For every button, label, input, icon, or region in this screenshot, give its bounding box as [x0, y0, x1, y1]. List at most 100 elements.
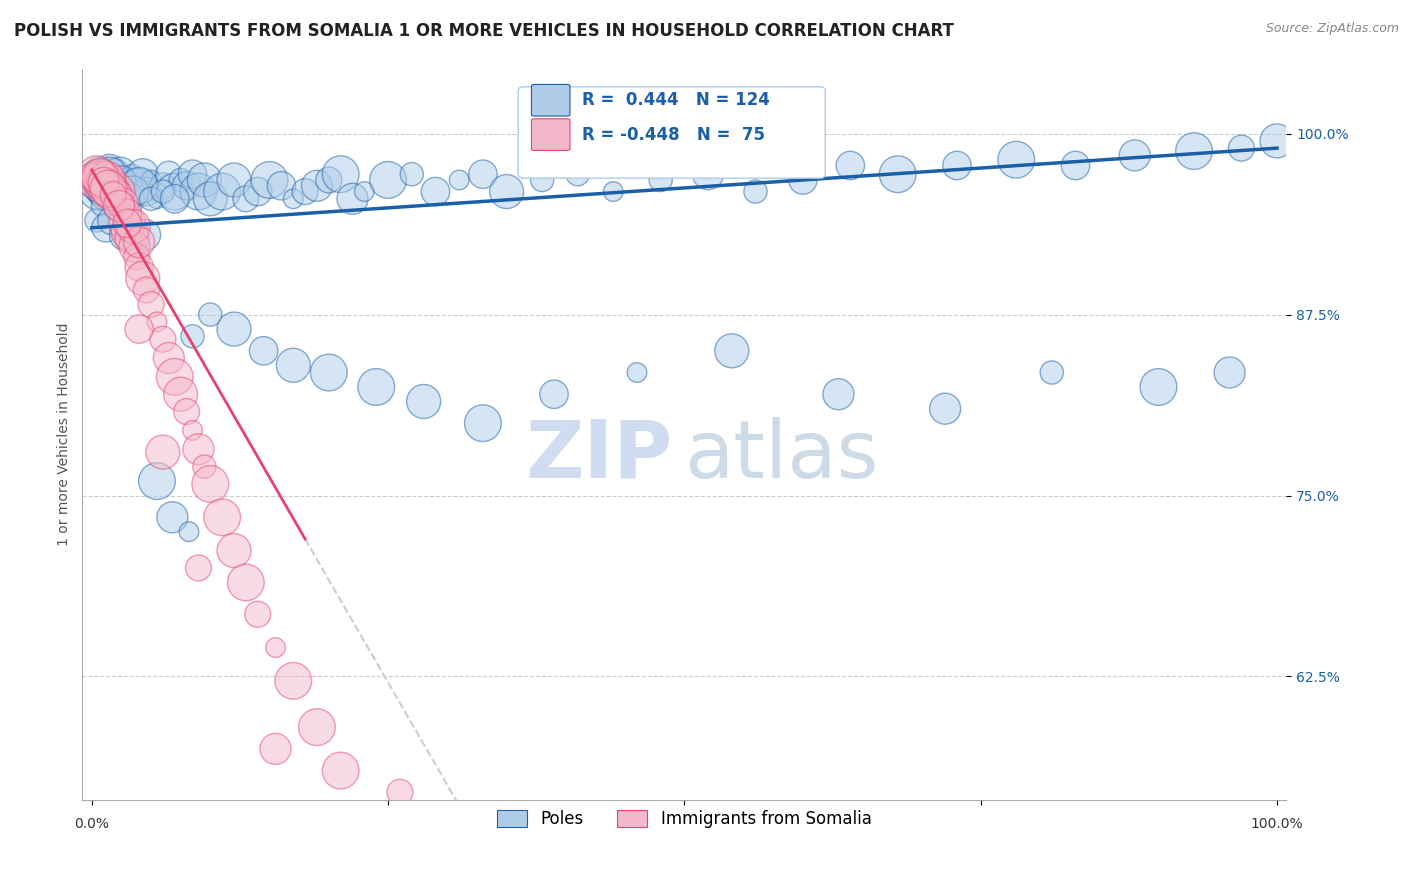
- Point: [543, 387, 565, 401]
- Point: [318, 173, 340, 187]
- Point: [305, 178, 328, 193]
- Point: [157, 167, 180, 181]
- Point: [134, 227, 156, 242]
- Point: [91, 178, 114, 192]
- Point: [193, 459, 215, 474]
- Point: [84, 167, 107, 181]
- Point: [93, 173, 115, 187]
- Point: [946, 159, 969, 173]
- Point: [146, 192, 169, 206]
- FancyBboxPatch shape: [531, 119, 569, 151]
- Point: [886, 167, 908, 181]
- Point: [86, 178, 108, 192]
- Point: [117, 216, 139, 230]
- Point: [89, 167, 111, 181]
- Point: [122, 185, 145, 199]
- Point: [86, 167, 108, 181]
- Point: [283, 673, 305, 688]
- Point: [84, 173, 107, 187]
- Point: [96, 173, 118, 187]
- Point: [425, 185, 447, 199]
- Point: [101, 187, 124, 202]
- Point: [111, 202, 134, 216]
- Point: [94, 173, 117, 187]
- Point: [283, 192, 305, 206]
- Point: [377, 173, 399, 187]
- Point: [86, 173, 108, 187]
- Point: [94, 220, 117, 235]
- Point: [108, 199, 131, 213]
- Point: [283, 358, 305, 372]
- Point: [118, 225, 141, 239]
- Point: [93, 178, 115, 193]
- Point: [152, 178, 174, 193]
- Point: [90, 170, 112, 185]
- Point: [146, 474, 169, 488]
- Point: [720, 343, 742, 358]
- Point: [342, 192, 364, 206]
- Point: [117, 178, 139, 193]
- Point: [117, 206, 139, 220]
- Point: [86, 185, 108, 199]
- Point: [107, 187, 129, 202]
- Point: [107, 199, 129, 213]
- Point: [471, 167, 494, 181]
- Point: [101, 173, 124, 187]
- Point: [181, 424, 204, 438]
- Point: [97, 178, 120, 193]
- Point: [163, 185, 186, 199]
- Point: [111, 185, 134, 199]
- Point: [200, 477, 222, 491]
- Point: [98, 167, 121, 181]
- Point: [211, 185, 233, 199]
- Point: [329, 167, 352, 181]
- Point: [187, 561, 209, 575]
- Point: [792, 173, 814, 187]
- Point: [827, 387, 849, 401]
- Point: [222, 173, 245, 187]
- Point: [1230, 141, 1253, 155]
- Point: [139, 173, 162, 187]
- Point: [91, 185, 114, 199]
- Point: [264, 742, 287, 756]
- Point: [264, 640, 287, 655]
- Point: [91, 173, 114, 187]
- Point: [187, 442, 209, 457]
- Text: R =  0.444   N = 124: R = 0.444 N = 124: [582, 91, 770, 109]
- Point: [401, 167, 423, 181]
- Point: [139, 192, 162, 206]
- Point: [259, 173, 281, 187]
- Point: [89, 182, 111, 196]
- Point: [117, 216, 139, 230]
- Point: [602, 185, 624, 199]
- Point: [107, 178, 129, 193]
- Point: [246, 607, 269, 622]
- Point: [101, 185, 124, 199]
- Point: [222, 543, 245, 558]
- Point: [128, 260, 150, 274]
- Point: [84, 167, 107, 181]
- Point: [90, 199, 112, 213]
- Point: [91, 173, 114, 187]
- Point: [744, 185, 766, 199]
- Point: [100, 178, 122, 193]
- Point: [124, 185, 146, 199]
- Point: [318, 366, 340, 380]
- Text: POLISH VS IMMIGRANTS FROM SOMALIA 1 OR MORE VEHICLES IN HOUSEHOLD CORRELATION CH: POLISH VS IMMIGRANTS FROM SOMALIA 1 OR M…: [14, 22, 953, 40]
- Point: [152, 185, 174, 199]
- Point: [111, 196, 134, 211]
- Point: [1123, 148, 1146, 162]
- Point: [101, 178, 124, 193]
- Y-axis label: 1 or more Vehicles in Household: 1 or more Vehicles in Household: [58, 322, 72, 546]
- Text: ZIP: ZIP: [524, 417, 672, 495]
- Point: [135, 283, 157, 297]
- Point: [1147, 380, 1170, 394]
- Point: [1182, 144, 1205, 158]
- Point: [94, 167, 117, 181]
- Point: [124, 239, 146, 253]
- Point: [177, 524, 200, 539]
- Point: [449, 173, 471, 187]
- Point: [86, 213, 108, 227]
- Point: [98, 162, 121, 177]
- Point: [101, 173, 124, 187]
